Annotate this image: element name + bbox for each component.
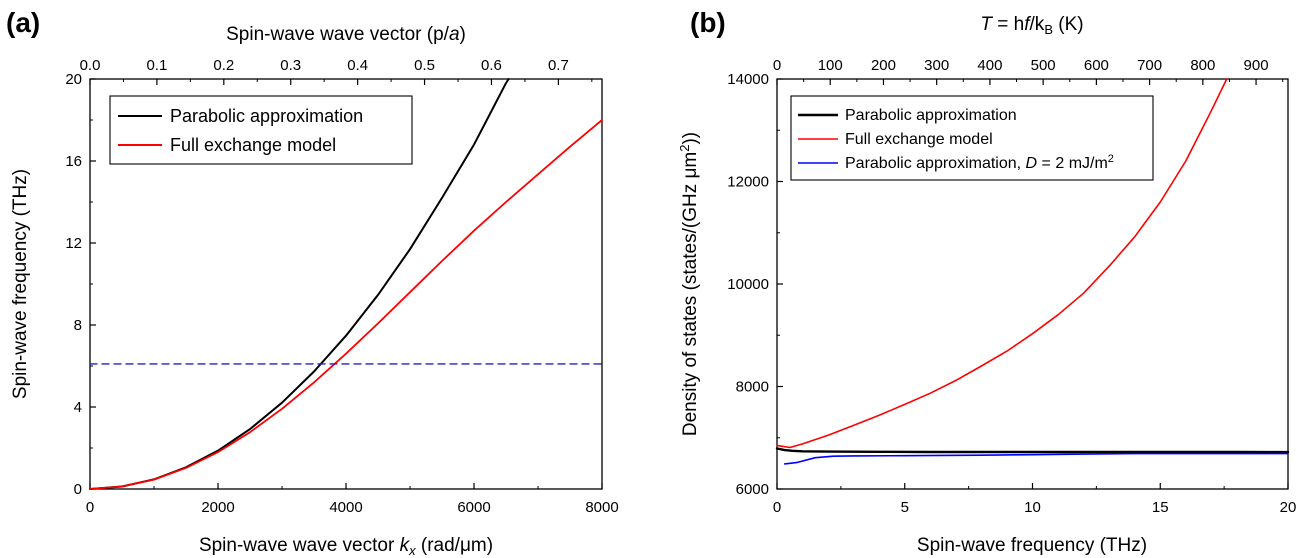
top-tick-label: 0.3: [280, 57, 301, 74]
panel-a-legend-box: [109, 95, 413, 165]
series-line: [776, 78, 1228, 449]
panel-b-legend-box: [790, 95, 1154, 181]
y-tick-label: 0: [74, 481, 82, 498]
panel-b-series: [775, 78, 1290, 465]
series-line: [89, 119, 603, 490]
panel-b: (b) 0 5 10 15 20 6000 8000 10000 12000 14000 0 10…: [677, 7, 1296, 556]
panel-b-x-ticks: 0 5 10 15 20: [773, 483, 1297, 516]
panel-b-legend-label-parabolic: Parabolic approximation: [845, 107, 1017, 124]
series-line: [783, 452, 1289, 465]
top-tick-label: 0: [773, 57, 781, 74]
top-tick-label: 0.4: [347, 57, 368, 74]
panel-a-y-ticks: 0 4 8 12 16 20: [65, 71, 96, 498]
top-tick-label: 0.2: [213, 57, 234, 74]
y-tick-label: 6000: [736, 481, 769, 498]
panel-b-y-ticks: 6000 8000 10000 12000 14000: [727, 71, 783, 498]
y-tick-label: 12: [65, 235, 82, 252]
y-tick-label: 4: [74, 399, 82, 416]
panel-a-top-axis-title: Spin-wave wave vector (p/a): [226, 24, 466, 45]
y-tick-label: 20: [65, 71, 82, 88]
panel-b-top-ticks: 0 100 200 300 400 500 600 700 800 900: [773, 57, 1284, 85]
top-tick-label: 0.6: [481, 57, 502, 74]
panel-a-series: [89, 78, 603, 490]
top-tick-label: 0.7: [548, 57, 569, 74]
y-tick-label: 12000: [727, 174, 769, 191]
series-line: [775, 447, 1290, 454]
panel-a-x-ticks: 0 2000 4000 6000 8000: [86, 483, 619, 516]
y-tick-label: 8000: [736, 379, 769, 396]
x-tick-label: 20: [1280, 499, 1297, 516]
y-tick-label: 14000: [727, 71, 769, 88]
panel-b-legend: Parabolic approximation Full exchange mo…: [790, 95, 1154, 181]
top-tick-label: 100: [818, 57, 843, 74]
panel-b-legend-label-full: Full exchange model: [845, 131, 993, 148]
top-tick-label: 300: [924, 57, 949, 74]
top-tick-label: 700: [1137, 57, 1162, 74]
panel-b-label: (b): [690, 7, 726, 38]
x-tick-label: 15: [1152, 499, 1169, 516]
x-tick-label: 5: [901, 499, 909, 516]
top-tick-label: 500: [1031, 57, 1056, 74]
panel-a-legend: Parabolic approximation Full exchange mo…: [109, 95, 413, 165]
top-tick-label: 0.0: [80, 57, 101, 74]
y-tick-label: 8: [74, 317, 82, 334]
panel-a-x-axis-title: Spin-wave wave vector kx (rad/μm): [199, 535, 493, 558]
x-tick-label: 10: [1024, 499, 1041, 516]
x-tick-label: 4000: [329, 499, 362, 516]
top-tick-label: 600: [1084, 57, 1109, 74]
top-tick-label: 800: [1190, 57, 1215, 74]
y-tick-label: 10000: [727, 276, 769, 293]
x-tick-label: 6000: [457, 499, 490, 516]
panel-b-y-axis-title: Density of states (states/(GHz μm2)): [677, 132, 701, 436]
panel-b-x-axis-title: Spin-wave frequency (THz): [917, 535, 1147, 556]
top-tick-label: 900: [1244, 57, 1269, 74]
panel-a-y-axis-title: Spin-wave frequency (THz): [10, 169, 31, 399]
x-tick-label: 0: [86, 499, 94, 516]
top-tick-label: 0.5: [414, 57, 435, 74]
top-tick-label: 400: [977, 57, 1002, 74]
top-tick-label: 200: [871, 57, 896, 74]
panel-a-legend-label-full: Full exchange model: [170, 135, 336, 155]
top-tick-label: 0.1: [146, 57, 167, 74]
panel-b-top-axis-title: T = hf/kB (K): [980, 14, 1083, 37]
panel-a-legend-label-parabolic: Parabolic approximation: [170, 106, 363, 126]
panel-b-legend-label-dmi: Parabolic approximation, D = 2 mJ/m2: [845, 153, 1114, 172]
panel-a-label: (a): [6, 7, 40, 38]
panel-a-top-ticks: 0.0 0.1 0.2 0.3 0.4 0.5 0.6 0.7: [80, 57, 593, 85]
x-tick-label: 8000: [585, 499, 618, 516]
y-tick-label: 16: [65, 153, 82, 170]
x-tick-label: 0: [773, 499, 781, 516]
x-tick-label: 2000: [201, 499, 234, 516]
